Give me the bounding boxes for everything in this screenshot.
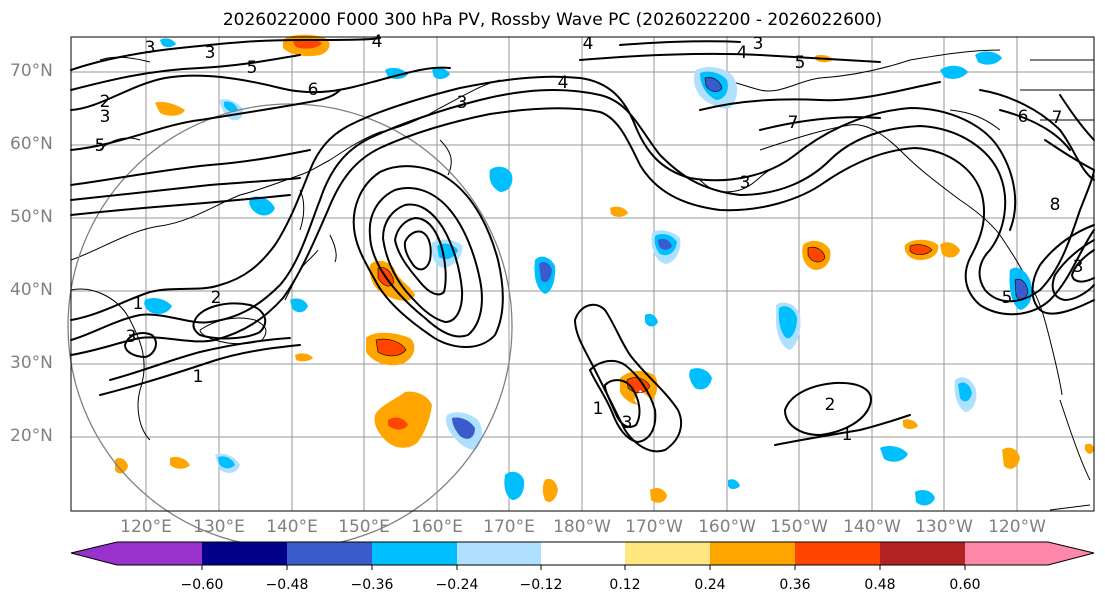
colorbar-swatch: [710, 542, 795, 565]
lon-label: 170°W: [625, 517, 683, 537]
colorbar-swatch: [880, 542, 965, 565]
colorbar-swatch: [202, 542, 287, 565]
colorbar-tick-label: −0.60: [180, 577, 224, 593]
lat-label: 30°N: [10, 353, 53, 373]
colorbar-extend-left: [71, 542, 118, 565]
lat-label: 60°N: [10, 134, 53, 154]
lon-label: 160°E: [411, 517, 463, 537]
colorbar: [70, 541, 1095, 570]
contour-label: 4: [372, 32, 383, 52]
contour-labels: 3 3 4 3 5 6 2 3 5 3 4 7 5 6 7 4 3 4 3 2 …: [95, 32, 1084, 445]
contour-label: 5: [1002, 288, 1013, 308]
colorbar-tick-label: −0.36: [350, 577, 394, 593]
lat-label: 70°N: [10, 61, 53, 81]
lon-label: 170°E: [483, 517, 535, 537]
contour-label: 3: [1073, 257, 1084, 277]
colorbar-extend-right: [1048, 542, 1094, 565]
contour-label: 2: [825, 395, 836, 415]
colorbar-swatch: [795, 542, 880, 565]
lat-label: 40°N: [10, 280, 53, 300]
lon-label: 150°E: [338, 517, 390, 537]
lon-label: 140°W: [843, 517, 901, 537]
contour-label: 3: [753, 34, 764, 54]
lon-label: 120°E: [120, 517, 172, 537]
contour-label: 3: [740, 173, 751, 193]
colorbar-tick-label: −0.48: [265, 577, 309, 593]
contour-label: 1: [842, 425, 853, 445]
map-title: 2026022000 F000 300 hPa PV, Rossby Wave …: [222, 10, 883, 30]
contour-label: 1: [593, 399, 604, 419]
contour-lines: [70, 37, 1095, 453]
lon-label: 130°E: [193, 517, 245, 537]
contour-label: 3: [205, 43, 216, 63]
contour-label: 3: [145, 38, 156, 58]
map-frame: [70, 36, 1095, 512]
colorbar-swatch: [117, 542, 202, 565]
contour-label: 4: [558, 73, 569, 93]
contour-label: 5: [795, 53, 806, 73]
contour-label: 2: [100, 92, 111, 112]
colorbar-swatch: [541, 542, 625, 565]
contour-label: 6: [308, 80, 319, 100]
colorbar-swatch: [287, 542, 372, 565]
colorbar-swatch: [372, 542, 457, 565]
contour-label: 7: [1052, 108, 1063, 128]
lon-label: 160°W: [698, 517, 756, 537]
colorbar-swatch: [965, 542, 1048, 565]
colorbar-tick-label: −0.24: [435, 577, 479, 593]
contour-label: 3: [457, 93, 468, 113]
colorbar-tick-label: −0.12: [519, 577, 563, 593]
pv-shading: [115, 34, 1094, 506]
contour-label: 4: [583, 34, 594, 54]
lon-label: 140°E: [266, 517, 318, 537]
colorbar-swatch: [625, 542, 710, 565]
colorbar-tick-label: 0.24: [694, 577, 726, 593]
contour-label: 5: [95, 136, 106, 156]
lon-label: 180°W: [553, 517, 611, 537]
contour-label: 6: [1018, 107, 1029, 127]
colorbar-swatch: [457, 542, 541, 565]
lon-label: 130°W: [915, 517, 973, 537]
contour-label: 1: [193, 367, 204, 387]
lat-label: 20°N: [10, 426, 53, 446]
contour-label: 4: [737, 43, 748, 63]
colorbar-outline: [70, 541, 1095, 566]
colorbar-tick-label: 0.12: [609, 577, 641, 593]
contour-label: 7: [788, 113, 799, 133]
contour-label: 8: [1050, 195, 1061, 215]
contour-label: 2: [211, 288, 222, 308]
colorbar-tick-label: 0.60: [949, 577, 981, 593]
contour-label: 3: [100, 107, 111, 127]
colorbar-tick-label: 0.48: [864, 577, 896, 593]
contour-label: 3: [622, 413, 633, 433]
colorbar-tick-label: 0.36: [779, 577, 811, 593]
contour-label: 5: [247, 58, 258, 78]
contour-label: 3: [126, 327, 137, 347]
lon-label: 120°W: [988, 517, 1046, 537]
pv-shading-outlines: [375, 77, 1029, 393]
contour-label: 1: [133, 294, 144, 314]
lat-label: 50°N: [10, 207, 53, 227]
lon-label: 150°W: [770, 517, 828, 537]
